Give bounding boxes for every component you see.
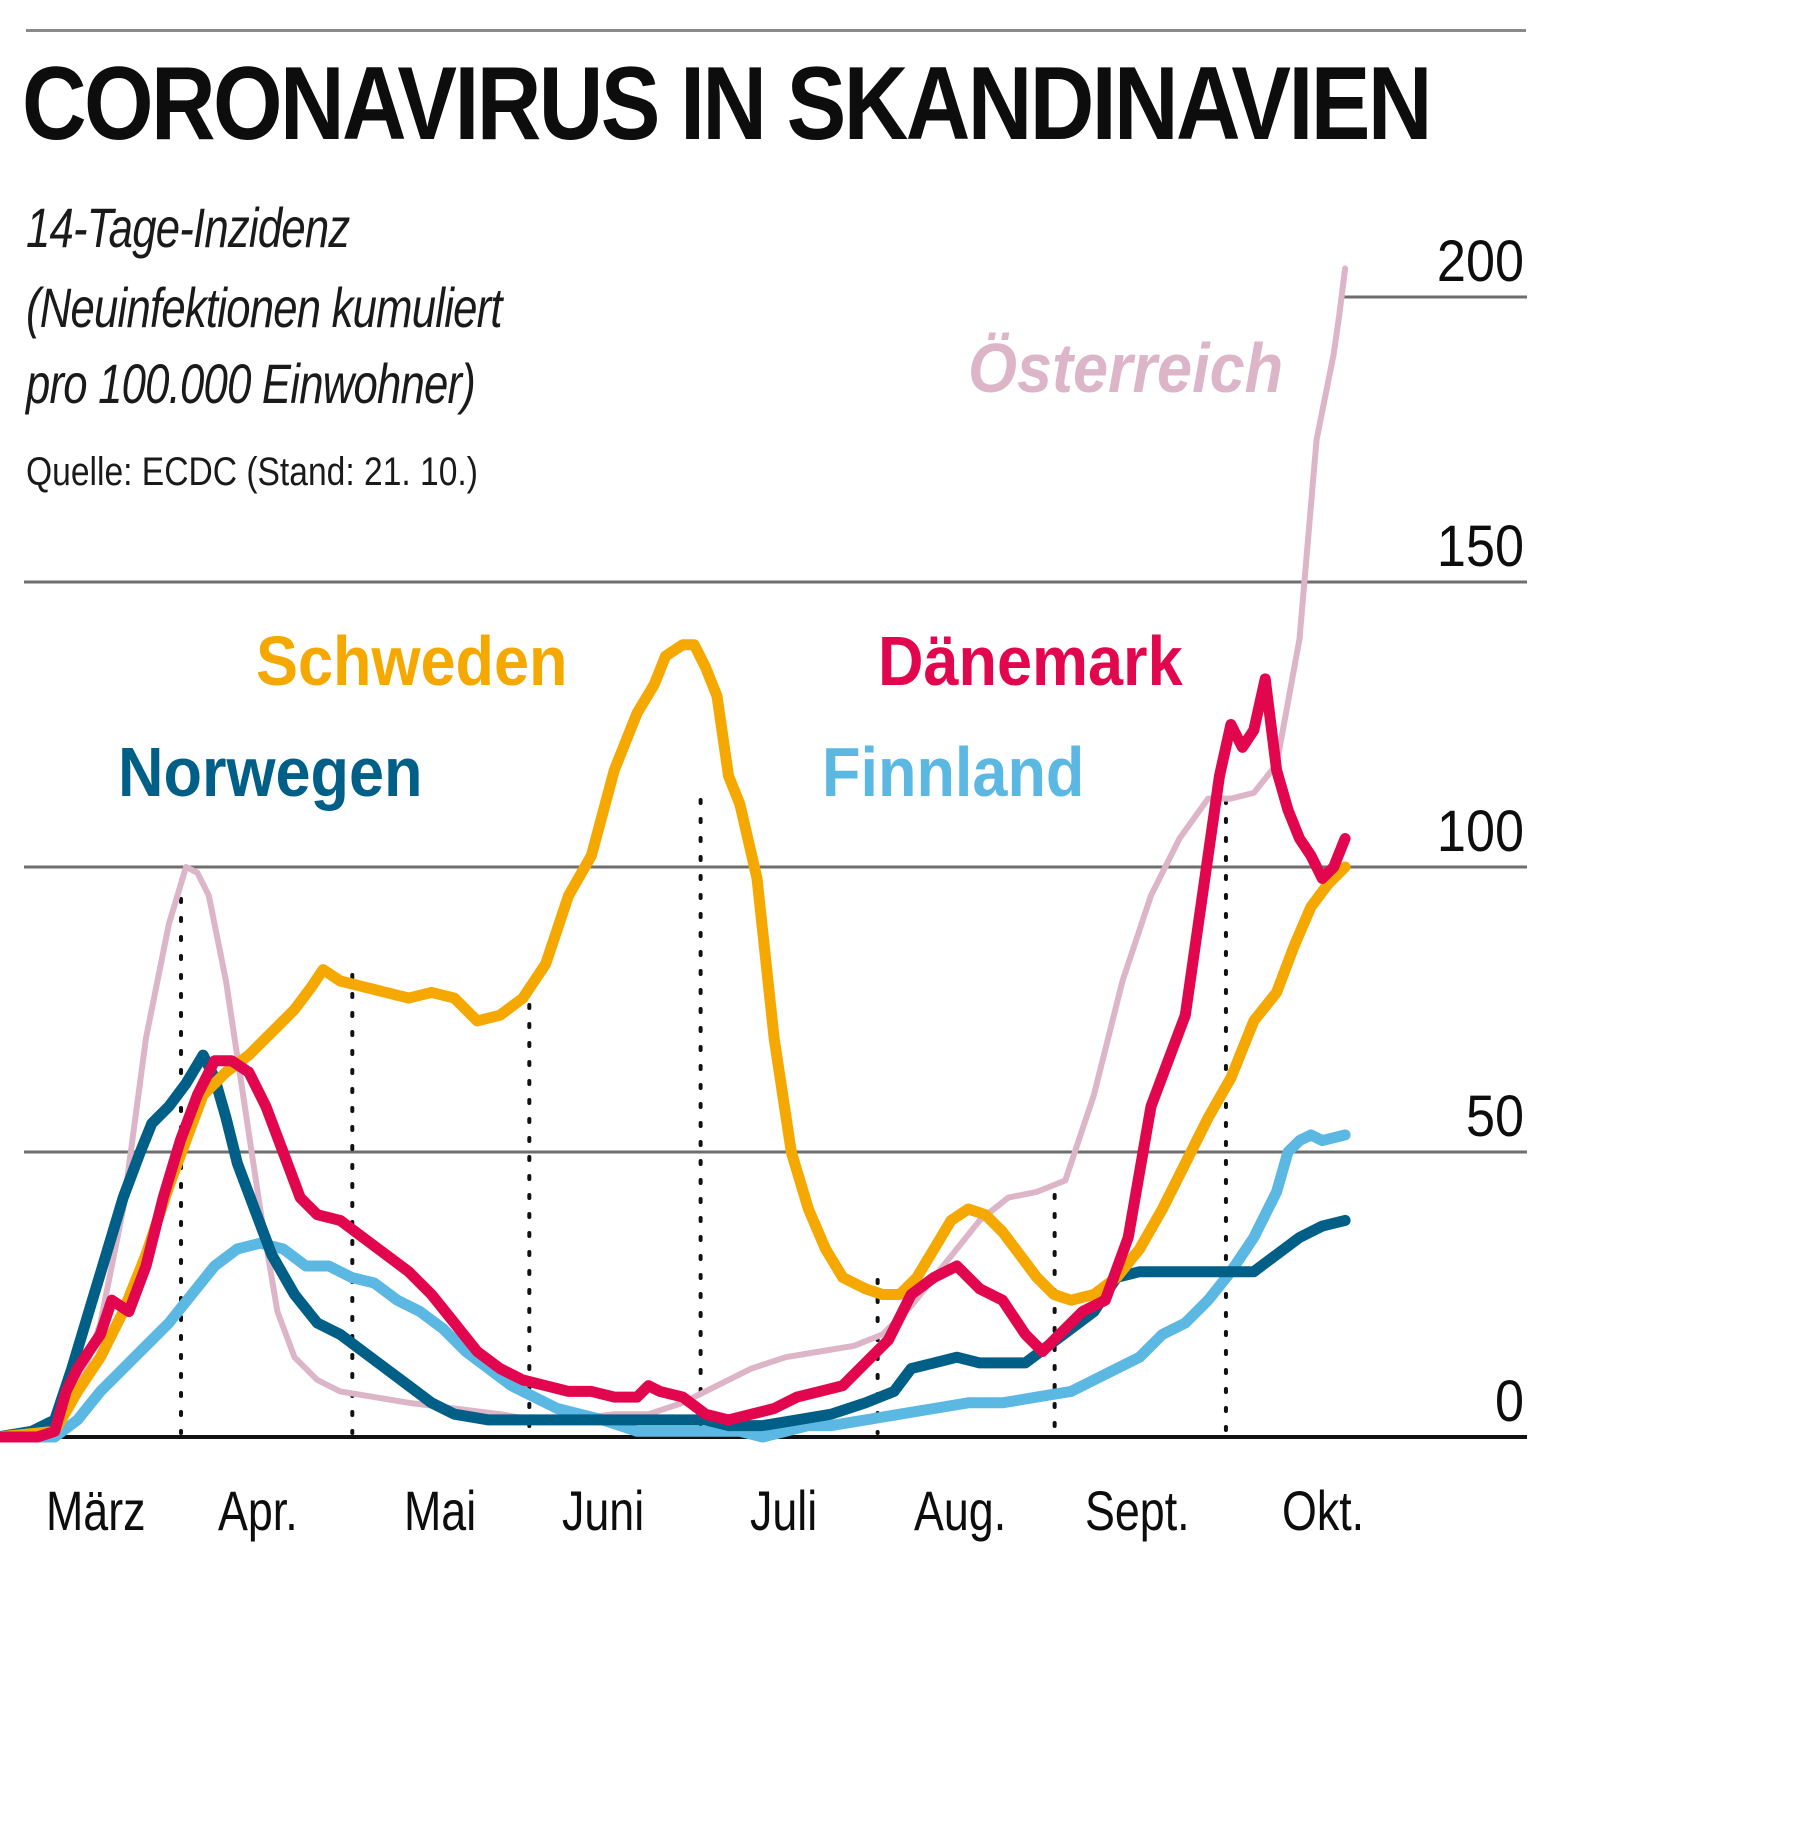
subtitle-line-1: 14-Tage-Inzidenz xyxy=(26,196,350,259)
y-tick-label: 0 xyxy=(1495,1368,1524,1433)
series-label-norwegen: Norwegen xyxy=(118,734,422,812)
series-line-daenemark xyxy=(0,673,1351,1443)
y-tick-label: 100 xyxy=(1437,798,1524,863)
source-note: Quelle: ECDC (Stand: 21. 10.) xyxy=(26,450,478,494)
series-label-finnland: Finnland xyxy=(822,734,1084,812)
series-line-oesterreich xyxy=(0,265,1349,1440)
x-tick-label: März xyxy=(46,1479,146,1542)
y-tick-label: 50 xyxy=(1466,1083,1524,1148)
x-axis-ticks: März Apr. Mai Juni Juli Aug. Sept. Okt. xyxy=(46,1479,1364,1542)
chart-title: CORONAVIRUS IN SKANDINAVIEN xyxy=(22,46,1432,162)
series-labels: Österreich Schweden Norwegen Dänemark Finnla… xyxy=(118,330,1283,812)
subtitle-line-3: pro 100.000 Einwohner) xyxy=(26,352,476,415)
x-tick-label: Juni xyxy=(562,1479,644,1542)
x-tick-label: Mai xyxy=(404,1479,476,1542)
y-tick-label: 200 xyxy=(1437,228,1524,293)
gridlines xyxy=(0,295,1527,1439)
y-axis-ticks: 0 50 100 150 200 xyxy=(1437,228,1524,1433)
x-tick-label: Juli xyxy=(750,1479,817,1542)
top-rule xyxy=(26,29,1526,32)
subtitle-line-2: (Neuinfektionen kumuliert xyxy=(26,276,503,339)
x-tick-label: Aug. xyxy=(914,1479,1006,1542)
series-lines xyxy=(0,265,1351,1443)
series-label-daenemark: Dänemark xyxy=(878,623,1184,701)
y-tick-label: 150 xyxy=(1437,513,1524,578)
series-line-norwegen xyxy=(0,1049,1351,1443)
x-tick-label: Okt. xyxy=(1282,1479,1364,1542)
series-label-oesterreich: Österreich xyxy=(968,330,1283,408)
x-tick-label: Sept. xyxy=(1085,1479,1190,1542)
series-line-finnland xyxy=(0,1129,1351,1443)
series-label-schweden: Schweden xyxy=(256,623,568,701)
x-tick-label: Apr. xyxy=(218,1479,298,1542)
